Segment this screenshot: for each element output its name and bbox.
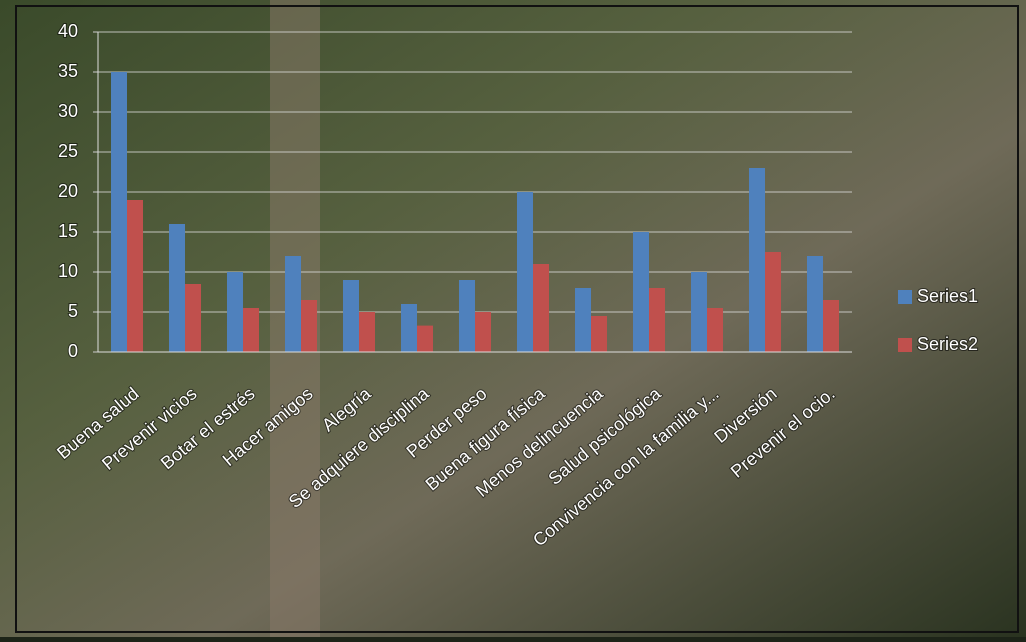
bar	[343, 280, 359, 352]
bar	[591, 316, 607, 352]
y-tick-label: 20	[58, 181, 78, 201]
bar	[707, 308, 723, 352]
y-tick-label: 5	[68, 301, 78, 321]
bar	[301, 300, 317, 352]
bar	[691, 272, 707, 352]
frame	[15, 5, 1019, 633]
y-tick-label: 35	[58, 61, 78, 81]
bar	[401, 304, 417, 352]
bar	[459, 280, 475, 352]
bar	[243, 308, 259, 352]
legend-label: Series2	[917, 334, 978, 354]
bar	[533, 264, 549, 352]
y-tick-label: 30	[58, 101, 78, 121]
bar	[649, 288, 665, 352]
bar	[169, 224, 185, 352]
bar	[807, 256, 823, 352]
bar	[749, 168, 765, 352]
y-tick-label: 25	[58, 141, 78, 161]
bar	[111, 72, 127, 352]
y-tick-label: 15	[58, 221, 78, 241]
bar	[633, 232, 649, 352]
bar	[285, 256, 301, 352]
bar	[517, 192, 533, 352]
bar	[475, 312, 491, 352]
legend-swatch	[898, 290, 912, 304]
bar	[127, 200, 143, 352]
y-tick-label: 0	[68, 341, 78, 361]
bar	[227, 272, 243, 352]
y-tick-label: 40	[58, 21, 78, 41]
bar	[765, 252, 781, 352]
bar	[359, 312, 375, 352]
bar	[417, 325, 433, 352]
bar	[185, 284, 201, 352]
legend-swatch	[898, 338, 912, 352]
bar	[575, 288, 591, 352]
bar	[823, 300, 839, 352]
legend-label: Series1	[917, 286, 978, 306]
y-tick-label: 10	[58, 261, 78, 281]
